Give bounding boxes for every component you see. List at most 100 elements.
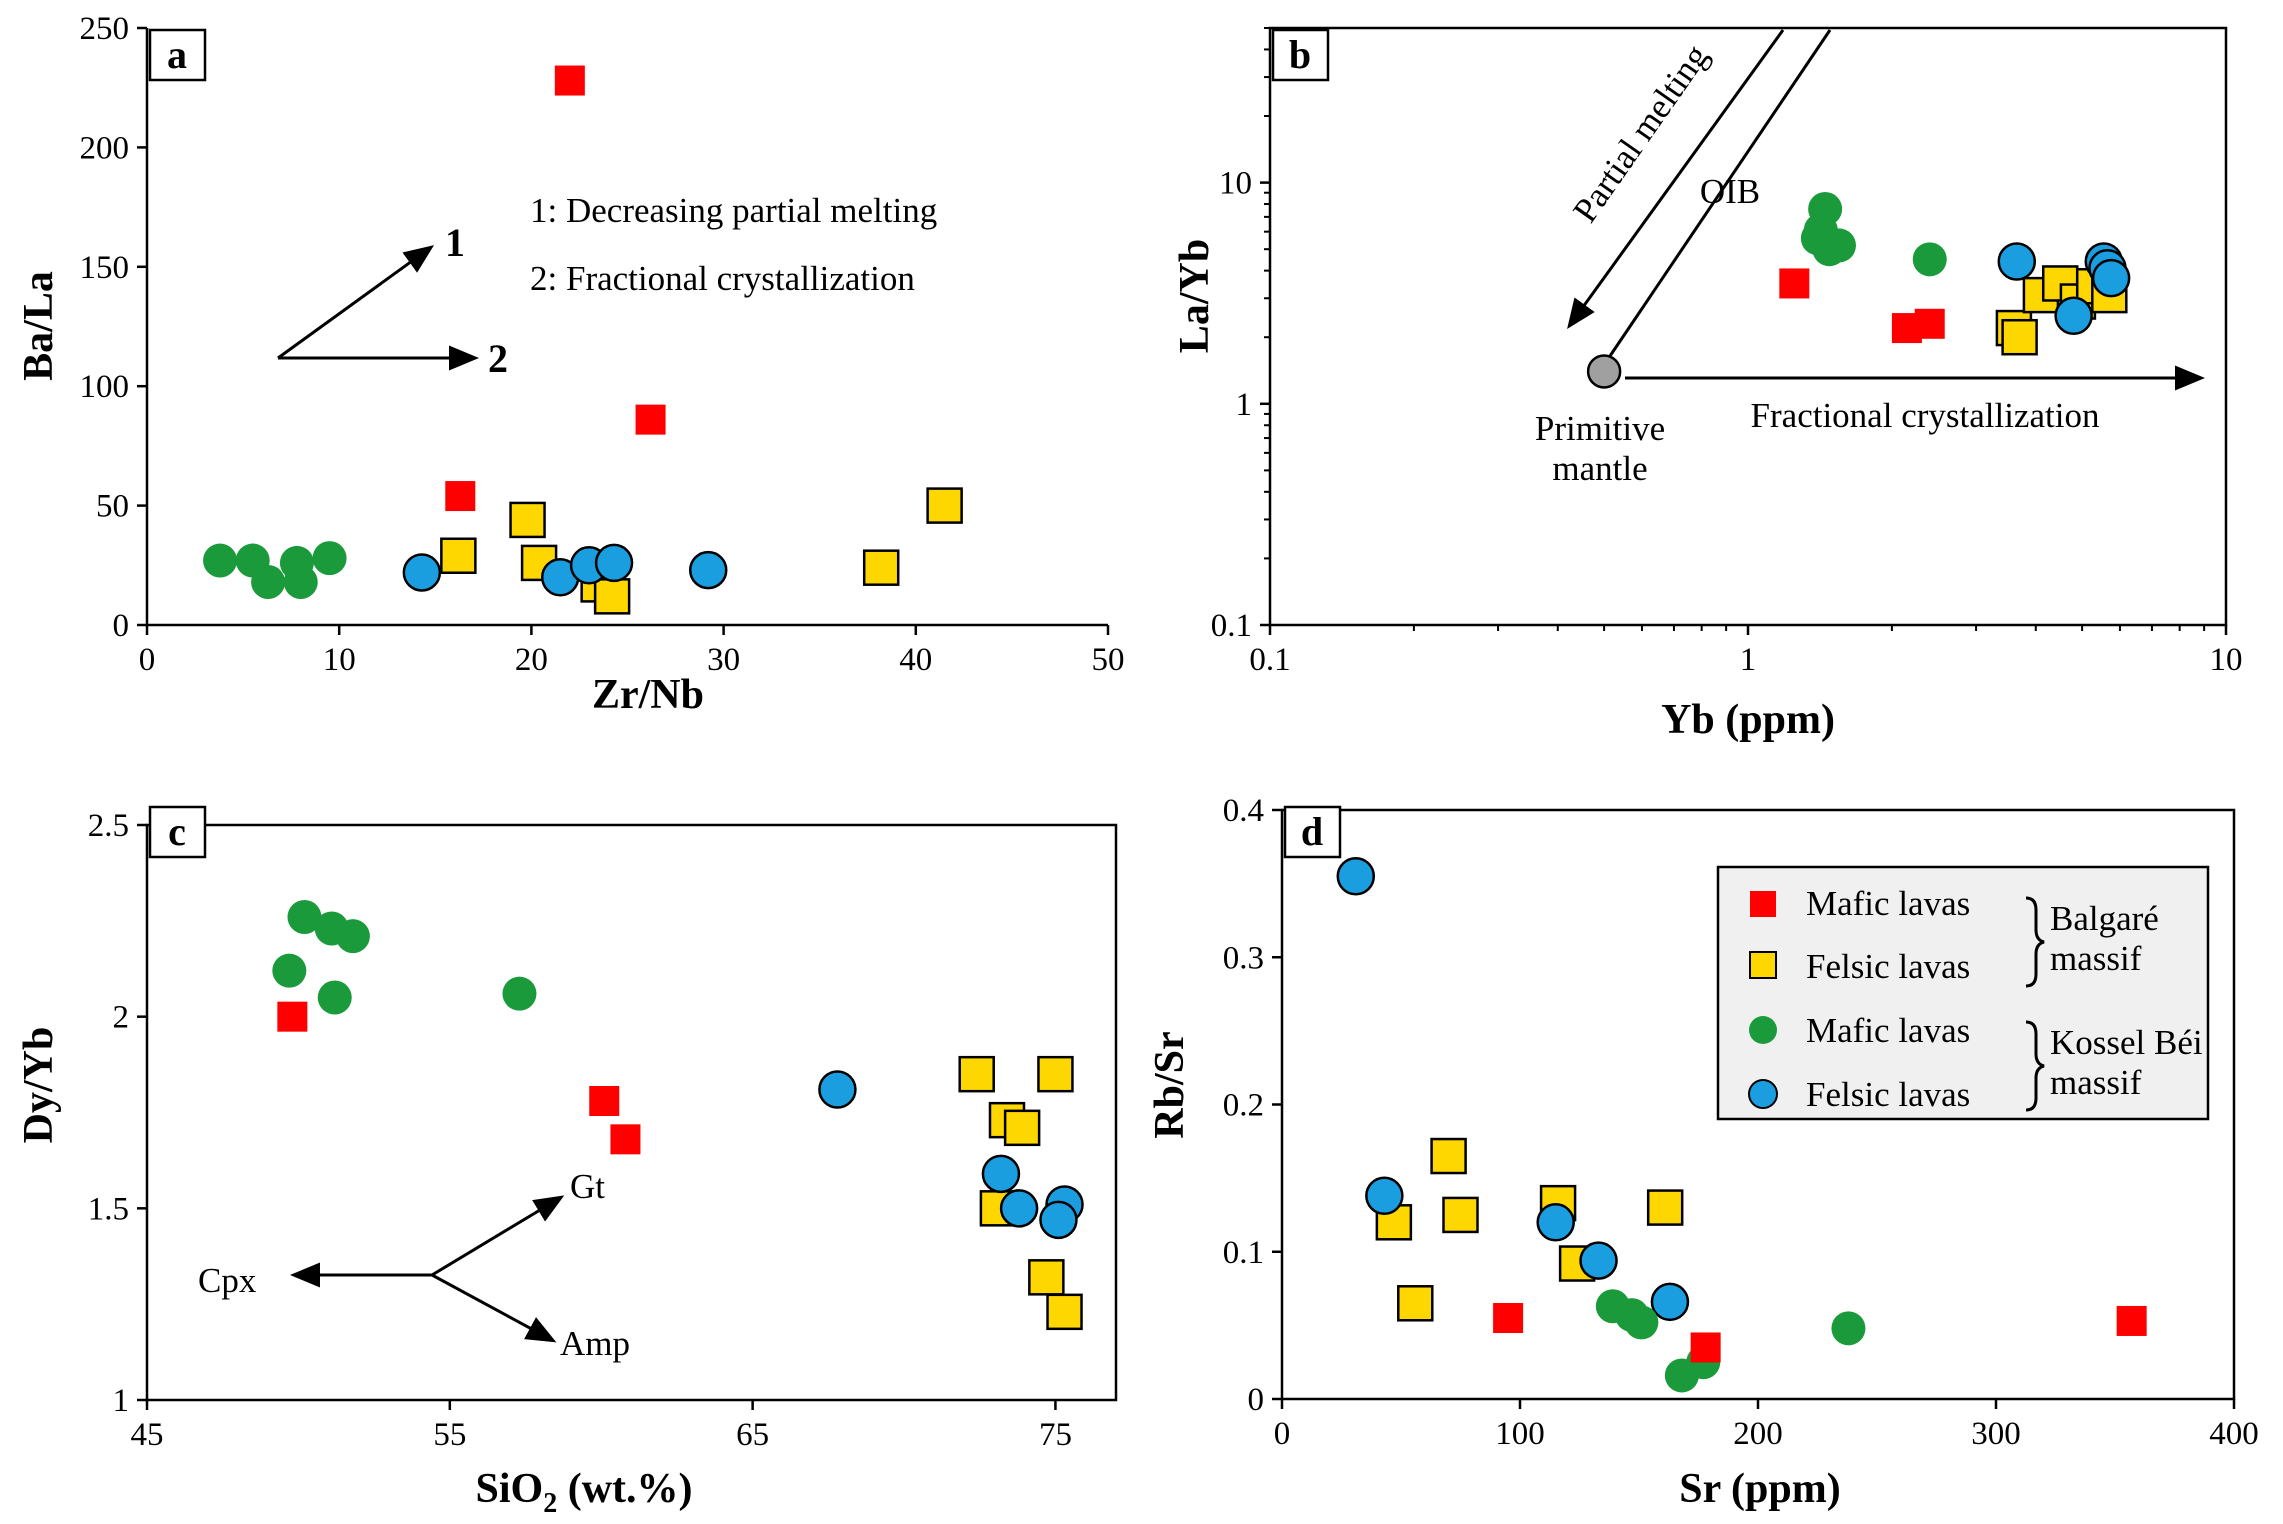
panel-a-frame-group [145,28,1108,627]
legend-swatch-mafic-balgare [1750,891,1776,917]
panel-d-letter-box [1283,805,1342,859]
panel-d-ytick-label: 0.1 [1223,1235,1264,1271]
panel-a-vector-1-arrow [277,245,435,360]
panel-d-ytick-label: 0.3 [1223,940,1264,976]
legend-group-kossel-2: massif [2050,1063,2142,1102]
panel-d-point-felsic-kossel [1579,1241,1618,1280]
panel-c-points [272,900,1084,1331]
panel-b-primitive-label-1: Primitive [1535,409,1665,448]
panel-d-point-mafic-balgare [1690,1332,1721,1363]
panel-a-point-felsic-balgare [509,501,546,539]
panel-a-xtick-label: 30 [707,642,740,678]
panel-a-point-mafic-kossel [283,565,318,600]
panel-d-xtick-label: 0 [1274,1416,1291,1452]
panel-a-annotation-1: 1: Decreasing partial melting [530,191,937,230]
panel-c-xtick-label: 55 [433,1417,466,1453]
legend-swatch-felsic-balgare [1749,951,1777,979]
panel-b-point-felsic-kossel [2054,296,2093,336]
panel-c-point-felsic-kossel [999,1189,1039,1228]
legend: Mafic lavas Felsic lavas Mafic lavas Fel… [1716,865,2210,1121]
panel-b-oib-label: OIB [1700,172,1760,211]
panel-c-x-title-sub: 2 [543,1488,557,1519]
panel-c-point-felsic-balgare [1003,1109,1041,1147]
panel-a-point-mafic-balgare [445,481,476,512]
panel-b: b 0.1 1 10 0.1 1 10 Yb (ppm) La/Yb Partial me… [1172,26,2243,743]
panel-b-primitive-mantle-point [1586,354,1622,389]
panel-b-letter-box [1271,28,1330,82]
legend-swatch-mafic-kossel [1749,1016,1777,1044]
legend-label-mafic-balgare: Mafic lavas [1806,884,1970,923]
panel-c-point-mafic-balgare [277,1001,308,1032]
panel-a-vector-2-label: 2 [488,336,508,381]
panel-d-point-felsic-kossel [1650,1282,1690,1322]
panel-b-point-felsic-balgare [2001,318,2038,356]
panel-d-xtick-label: 300 [1971,1416,2021,1452]
panel-b-xtick-label: 10 [2210,642,2243,678]
panel-c-point-mafic-kossel [335,919,370,954]
panel-d: d 0 100 200 300 400 0 0.1 0.2 0.3 0.4 Sr (ppm) Rb… [1147,793,2259,1512]
panel-c-point-mafic-kossel [317,980,352,1015]
legend-box [1716,865,2210,1121]
panel-d-point-felsic-kossel [1536,1203,1575,1242]
panel-c-ytick-label: 1 [113,1383,130,1419]
panel-b-y-title: La/Yb [1172,239,1218,353]
panel-b-partial-melting-arrow [1567,29,1785,330]
panel-a-point-mafic-kossel [312,541,347,576]
panel-c-ticks: 45 55 65 75 1 1.5 2 2.5 [88,808,1072,1453]
panel-c-xtick-label: 65 [736,1417,769,1453]
panel-c-amp-label: Amp [560,1324,630,1363]
panel-a-points [203,65,963,615]
legend-group-balgare-1: Balgaré [2050,899,2159,938]
panel-d-point-mafic-kossel [1624,1305,1659,1340]
legend-label-mafic-kossel: Mafic lavas [1806,1011,1970,1050]
panel-c-point-felsic-balgare [1037,1055,1074,1093]
legend-label-felsic-balgare: Felsic lavas [1806,947,1970,986]
panel-a-ytick-label: 150 [80,250,130,286]
legend-label-felsic-kossel: Felsic lavas [1806,1075,1970,1114]
panel-a-vector-1-label: 1 [445,220,465,265]
panel-b-xtick-label: 1 [1740,642,1757,678]
panel-a-ytick-label: 100 [80,369,130,405]
panel-d-point-mafic-balgare [1493,1303,1524,1334]
panel-a-point-mafic-balgare [554,65,585,96]
panel-d-letter: d [1301,809,1323,854]
panel-d-point-mafic-balgare [2116,1305,2147,1336]
panel-c-frame [145,823,1118,1402]
panel-c-ytick-label: 2.5 [88,808,129,844]
panel-d-ticks: 0 100 200 300 400 0 0.1 0.2 0.3 0.4 [1223,793,2259,1452]
panel-a-ytick-label: 50 [96,489,129,525]
panel-c-point-mafic-kossel [272,953,307,988]
panel-a-point-felsic-balgare [593,578,631,615]
panel-a-xtick-label: 10 [323,642,356,678]
panel-b-ytick-label: 0.1 [1211,608,1252,644]
panel-c-cpx-label: Cpx [198,1261,257,1300]
panel-b-x-title: Yb (ppm) [1661,697,1835,743]
panel-b-point-felsic-kossel [1997,242,2037,281]
panel-d-points [1336,857,2147,1393]
panel-b-letter: b [1289,32,1311,77]
panel-c-x-title-main: SiO [476,1466,544,1512]
panel-c-point-felsic-balgare [1028,1259,1065,1296]
panel-b-points [1779,191,2131,356]
panel-d-xtick-label: 200 [1733,1416,1783,1452]
panel-d-point-felsic-balgare [1646,1189,1684,1226]
panel-d-point-felsic-balgare [1442,1196,1479,1234]
panel-c-x-title: SiO2 (wt.%) [476,1466,693,1519]
panel-b-point-mafic-balgare [1914,308,1945,339]
panel-d-point-felsic-kossel [1365,1176,1404,1216]
panel-a-xtick-label: 20 [515,642,548,678]
panel-c-point-mafic-balgare [589,1086,620,1116]
panel-c-y-title: Dy/Yb [16,1027,62,1144]
panel-c-point-felsic-balgare [1046,1293,1083,1331]
panel-c-ytick-label: 2 [113,1000,130,1036]
panel-a-point-felsic-balgare [862,549,900,586]
panel-a-point-mafic-kossel [203,543,238,578]
panel-c-amp-arrow [431,1273,557,1343]
panel-a-xtick-label: 40 [899,642,932,678]
panel-b-point-mafic-kossel [1912,242,1947,277]
panel-a-point-mafic-kossel [251,565,286,600]
panel-b-ytick-label: 1 [1236,387,1253,423]
panel-c-gt-label: Gt [570,1167,605,1206]
panel-c-gt-arrow [431,1195,565,1277]
